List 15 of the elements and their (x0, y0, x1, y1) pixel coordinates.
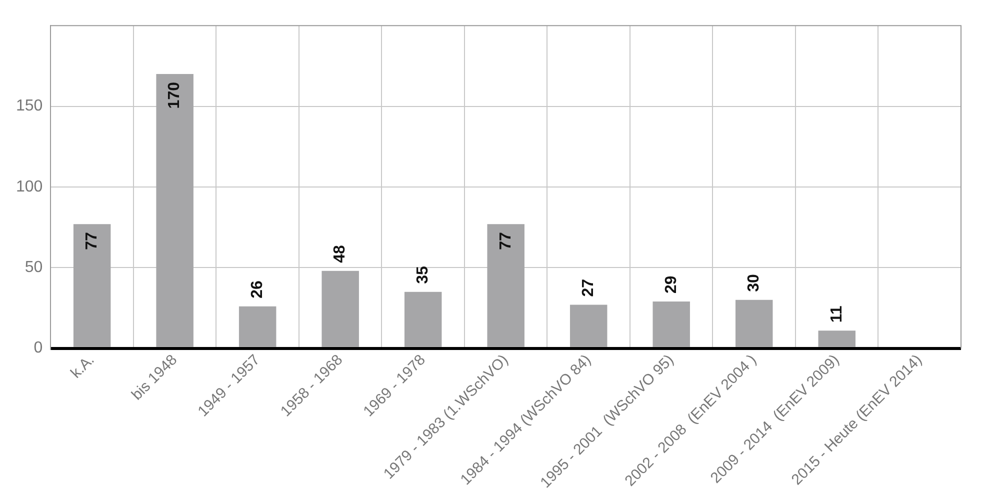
y-tick-label: 50 (24, 259, 43, 276)
x-tick-label: k.A. (68, 351, 98, 382)
data-label: 26 (248, 280, 266, 298)
data-label: 30 (746, 274, 763, 292)
data-label: 27 (580, 278, 598, 297)
data-label: 29 (662, 276, 680, 294)
data-label: 35 (414, 266, 432, 284)
data-label: 48 (332, 244, 349, 263)
y-tick-label: 0 (34, 340, 43, 357)
data-label: 77 (497, 232, 514, 250)
data-label: 170 (166, 82, 184, 109)
data-label: 77 (83, 232, 100, 250)
y-tick-label: 100 (16, 178, 43, 196)
y-tick-label: 150 (16, 98, 43, 115)
data-label: 11 (828, 306, 846, 323)
